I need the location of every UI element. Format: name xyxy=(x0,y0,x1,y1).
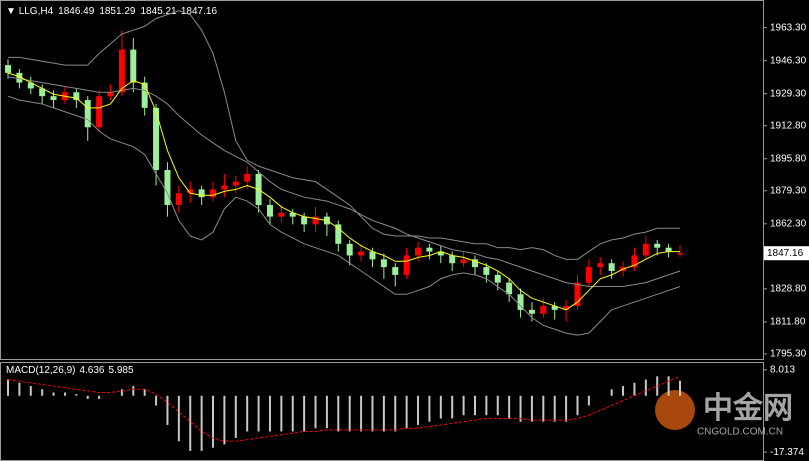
close: 1847.16 xyxy=(181,6,218,17)
y-tick-label: 1929.30 xyxy=(770,88,807,99)
open: 1846.49 xyxy=(58,6,95,17)
watermark: 中金网 CNGOLD.COM.CN xyxy=(655,390,793,438)
candle-body xyxy=(528,309,535,314)
candle-body xyxy=(415,247,422,256)
y-tick-label: -17.374 xyxy=(770,447,804,458)
macd-pane xyxy=(0,362,764,461)
candle-body xyxy=(301,216,308,225)
high: 1851.29 xyxy=(99,6,136,17)
y-tick-label: 1862.30 xyxy=(770,218,807,229)
candle-body xyxy=(517,294,524,310)
candle-body xyxy=(187,189,194,194)
candle-body xyxy=(551,305,558,310)
candle-body xyxy=(289,212,296,217)
candle-body xyxy=(232,181,239,186)
candle-body xyxy=(471,259,478,268)
candle-body xyxy=(312,216,319,225)
candle-body xyxy=(96,96,103,128)
candle-body xyxy=(437,251,444,256)
symbol: LLG,H4 xyxy=(19,6,54,17)
candle-body xyxy=(597,263,604,268)
candle-body xyxy=(574,282,581,306)
y-tick-label: 1828.80 xyxy=(770,283,807,294)
indicator-line xyxy=(7,95,681,336)
price-pane xyxy=(0,0,764,360)
candle-body xyxy=(39,88,46,97)
candle-body xyxy=(563,305,570,310)
watermark-logo xyxy=(655,390,695,430)
low: 1845.21 xyxy=(140,6,177,17)
candle-body xyxy=(585,267,592,283)
candle-body xyxy=(50,96,57,101)
candle-body xyxy=(494,274,501,283)
candle-body xyxy=(5,65,11,73)
candle-body xyxy=(642,243,649,256)
candle-body xyxy=(27,82,34,89)
candle-body xyxy=(426,247,433,252)
candle-body xyxy=(677,253,683,255)
candle-body xyxy=(244,173,251,182)
header-arrow: ▼ xyxy=(6,6,19,17)
candle-body xyxy=(392,267,399,275)
macd-header: MACD(12,26,9) 4.636 5.985 xyxy=(6,365,134,376)
y-tick-label: 1895.80 xyxy=(770,153,807,164)
y-tick-label: 8.013 xyxy=(770,364,795,375)
price-tag: 1847.16 xyxy=(767,248,804,259)
indicator-line xyxy=(8,10,680,260)
signal-value: 5.985 xyxy=(109,365,134,376)
y-tick-label: 1963.30 xyxy=(770,22,807,33)
candle-body xyxy=(210,189,217,198)
candle-body xyxy=(483,267,490,275)
macd-label: MACD(12,26,9) xyxy=(6,365,75,376)
candle-body xyxy=(141,82,148,108)
macd-value: 4.636 xyxy=(79,365,104,376)
candle-body xyxy=(654,243,661,248)
candle-body xyxy=(130,49,137,83)
candle-body xyxy=(175,193,182,205)
candle-body xyxy=(665,247,672,252)
watermark-url: CNGOLD.COM.CN xyxy=(697,427,783,438)
candle-body xyxy=(153,107,160,170)
y-tick-label: 1912.80 xyxy=(770,120,807,131)
candle-body xyxy=(460,259,467,264)
candle-body xyxy=(631,255,638,268)
price-tag-bg xyxy=(764,246,809,261)
candle-body xyxy=(73,92,80,101)
candle-body xyxy=(84,100,91,128)
indicator-line xyxy=(7,72,680,311)
y-tick-label: 1879.30 xyxy=(770,185,807,196)
candle-body xyxy=(107,92,114,97)
candle-body xyxy=(335,224,342,244)
candle-body xyxy=(403,255,410,275)
watermark-title: 中金网 xyxy=(703,391,793,425)
header: ▼ LLG,H4 1846.49 1851.29 1845.21 1847.16 xyxy=(6,6,217,17)
candle-body xyxy=(449,255,456,264)
candle-body xyxy=(198,189,205,198)
candle-body xyxy=(221,185,228,190)
candle-body xyxy=(608,263,615,271)
candle-body xyxy=(266,204,273,217)
candle-body xyxy=(16,72,23,83)
candle-body xyxy=(118,49,125,93)
candle-body xyxy=(358,251,365,256)
y-tick-label: 1946.30 xyxy=(770,55,807,66)
y-tick-label: 1811.80 xyxy=(770,317,806,328)
candle-body xyxy=(540,305,547,314)
candle-body xyxy=(506,282,513,295)
candle-body xyxy=(380,259,387,268)
y-tick-label: 1795.30 xyxy=(770,349,807,360)
candle-body xyxy=(369,251,376,260)
candle-body xyxy=(278,212,285,217)
candle-body xyxy=(346,243,353,256)
candle-body xyxy=(164,169,171,205)
